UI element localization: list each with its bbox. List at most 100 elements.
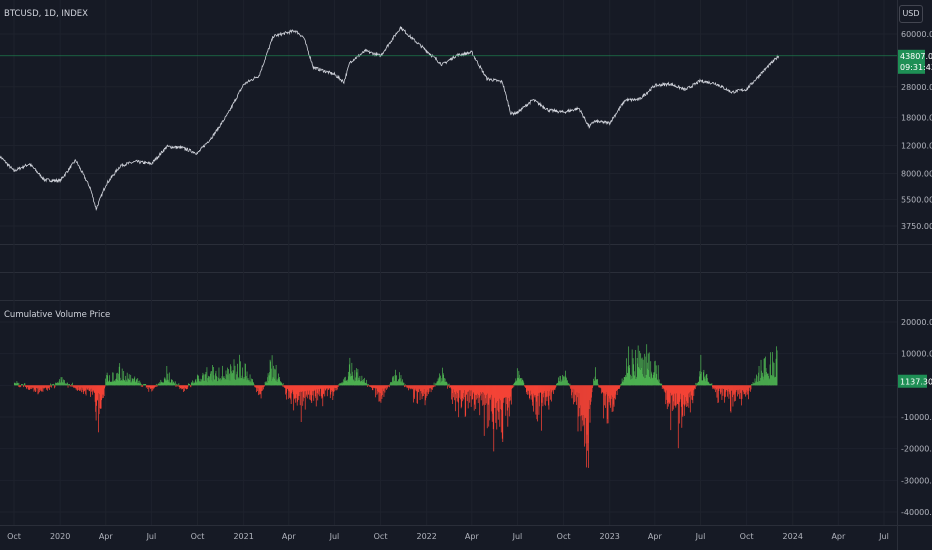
volume-bar bbox=[287, 385, 289, 389]
volume-bar bbox=[697, 382, 699, 386]
volume-bar bbox=[474, 385, 476, 395]
volume-bar bbox=[333, 385, 335, 392]
volume-bar bbox=[163, 382, 165, 386]
volume-bar bbox=[766, 374, 768, 386]
time-axis-label: Jul bbox=[695, 532, 706, 541]
volume-bar bbox=[644, 353, 646, 386]
volume-bar bbox=[504, 385, 506, 398]
volume-bar bbox=[622, 382, 624, 386]
volume-bar bbox=[518, 370, 520, 386]
time-axis-label: Oct bbox=[374, 532, 388, 541]
volume-bar bbox=[364, 382, 366, 386]
volume-bar bbox=[256, 385, 258, 388]
volume-bar bbox=[385, 385, 387, 389]
volume-bar bbox=[406, 385, 407, 387]
indicator-axis-label: 10000.00 bbox=[901, 350, 932, 359]
volume-bar bbox=[213, 367, 214, 386]
volume-bar bbox=[55, 383, 57, 386]
volume-bar bbox=[434, 385, 435, 387]
currency-button[interactable]: USD bbox=[899, 5, 923, 23]
volume-bar bbox=[213, 375, 215, 386]
volume-bar bbox=[105, 382, 107, 386]
volume-bar bbox=[654, 360, 656, 386]
volume-bar bbox=[341, 383, 343, 386]
volume-bar bbox=[347, 371, 349, 386]
volume-bar bbox=[118, 366, 120, 386]
volume-bar bbox=[721, 385, 723, 400]
volume-bar bbox=[755, 382, 756, 386]
volume-bar bbox=[159, 383, 161, 386]
volume-bar bbox=[404, 385, 405, 388]
volume-bar bbox=[736, 385, 737, 391]
volume-bar bbox=[453, 385, 455, 398]
volume-bar bbox=[305, 385, 307, 392]
volume-bar bbox=[665, 385, 667, 400]
volume-bar bbox=[745, 385, 746, 397]
volume-bar bbox=[187, 385, 188, 389]
volume-bar bbox=[63, 381, 65, 386]
volume-bar bbox=[658, 379, 660, 386]
volume-bar bbox=[133, 378, 135, 386]
price-axis-label: 5500.00 bbox=[901, 195, 932, 204]
volume-bar bbox=[281, 382, 283, 386]
volume-bar bbox=[227, 367, 228, 386]
volume-bar bbox=[143, 384, 145, 386]
volume-bar bbox=[463, 385, 465, 391]
volume-bar bbox=[448, 383, 450, 386]
volume-bar bbox=[219, 378, 220, 386]
volume-bar bbox=[698, 376, 700, 386]
volume-bar bbox=[676, 385, 678, 394]
volume-bar bbox=[145, 385, 147, 388]
volume-bar bbox=[237, 363, 238, 386]
volume-bar bbox=[351, 362, 353, 386]
volume-bar bbox=[752, 382, 754, 386]
volume-bar bbox=[111, 382, 113, 386]
volume-bar bbox=[623, 380, 624, 386]
volume-bar bbox=[100, 385, 102, 409]
indicator-pane[interactable] bbox=[0, 301, 897, 525]
volume-bar bbox=[288, 385, 290, 399]
volume-bar bbox=[584, 385, 586, 418]
volume-bar bbox=[337, 385, 339, 387]
volume-bar bbox=[698, 381, 700, 386]
volume-bar bbox=[261, 385, 262, 392]
volume-bar bbox=[199, 382, 201, 386]
indicator-title[interactable]: Cumulative Volume Price bbox=[4, 310, 110, 320]
symbol-title[interactable]: BTCUSD, 1D, INDEX bbox=[4, 9, 88, 19]
volume-bar bbox=[97, 385, 98, 401]
volume-bar bbox=[261, 385, 263, 388]
volume-bar bbox=[573, 385, 575, 390]
volume-bar bbox=[57, 382, 58, 386]
price-axis[interactable] bbox=[897, 0, 932, 550]
volume-bar bbox=[473, 385, 475, 411]
volume-bar bbox=[560, 381, 562, 386]
volume-bar bbox=[400, 375, 402, 386]
volume-bar bbox=[678, 385, 680, 405]
volume-bar bbox=[95, 385, 97, 421]
volume-bar bbox=[332, 385, 334, 396]
volume-bar bbox=[348, 364, 350, 386]
volume-bar bbox=[328, 385, 330, 390]
volume-bar bbox=[198, 378, 200, 386]
volume-bar bbox=[621, 378, 623, 386]
empty-pane-1 bbox=[0, 245, 897, 272]
volume-bar bbox=[687, 385, 689, 403]
volume-bar bbox=[333, 385, 335, 392]
price-pane[interactable] bbox=[0, 0, 897, 244]
volume-bar bbox=[690, 385, 692, 396]
volume-bar bbox=[405, 384, 406, 386]
volume-bar bbox=[537, 385, 539, 396]
volume-bar bbox=[109, 375, 111, 386]
volume-bar bbox=[163, 378, 165, 386]
axis-labels: Oct 2020 Apr Jul Oct 2021 Apr Jul Oct 2022 Apr Jul O… bbox=[7, 30, 932, 541]
volume-bar bbox=[68, 384, 70, 386]
volume-bar bbox=[203, 380, 205, 386]
volume-bar bbox=[444, 378, 445, 386]
volume-bar bbox=[41, 385, 43, 392]
volume-bar bbox=[44, 385, 45, 389]
volume-bar bbox=[616, 385, 617, 392]
volume-bar bbox=[38, 385, 39, 394]
volume-bar bbox=[665, 385, 667, 405]
volume-bar bbox=[674, 385, 676, 406]
volume-bar bbox=[150, 385, 152, 389]
